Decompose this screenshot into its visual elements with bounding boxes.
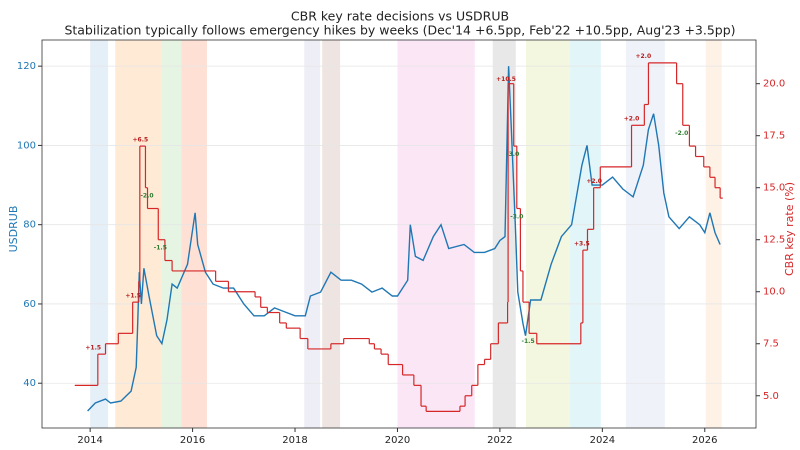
- shaded-span: [397, 40, 475, 428]
- y2-tick-label: 5.0: [763, 391, 779, 402]
- y2-tick-label: 17.5: [763, 131, 785, 142]
- annotation: +3.5: [574, 240, 590, 247]
- y-tick-label: 40: [23, 378, 36, 389]
- shaded-span: [115, 40, 162, 428]
- y-tick-label: 60: [23, 299, 36, 310]
- chart-title: CBR key rate decisions vs USDRUB: [291, 9, 509, 24]
- y2-axis-label: CBR key rate (%): [783, 182, 796, 276]
- annotation: -3.0: [506, 151, 519, 158]
- x-tick-label: 2020: [385, 435, 410, 446]
- y2-tick-label: 10.0: [763, 287, 785, 298]
- annotation: +6.5: [133, 136, 149, 143]
- annotation: -1.5: [522, 338, 535, 345]
- y2-tick-label: 12.5: [763, 235, 785, 246]
- shaded-span: [161, 40, 182, 428]
- annotation: +1.5: [125, 292, 141, 299]
- annotation: -3.0: [510, 213, 523, 220]
- usdrub-line: [87, 66, 721, 412]
- shaded-span: [181, 40, 207, 428]
- x-tick-label: 2026: [692, 435, 717, 446]
- shaded-span: [492, 40, 516, 428]
- y2-tick-label: 15.0: [763, 183, 785, 194]
- annotation: +2.0: [624, 116, 640, 123]
- y-tick-label: 120: [17, 61, 36, 72]
- x-tick-label: 2024: [590, 435, 615, 446]
- annotation: -1.5: [154, 245, 167, 252]
- annotation: +2.0: [635, 53, 651, 60]
- annotation: -2.0: [675, 130, 688, 137]
- shaded-span: [705, 40, 722, 428]
- y-axis-label: USDRUB: [7, 206, 20, 253]
- annotation: -2.0: [140, 193, 153, 200]
- x-tick-label: 2014: [77, 435, 102, 446]
- x-tick-label: 2016: [180, 435, 205, 446]
- x-tick-label: 2018: [282, 435, 307, 446]
- shaded-span: [570, 40, 601, 428]
- y2-tick-label: 7.5: [763, 339, 779, 350]
- annotation: +1.5: [85, 344, 101, 351]
- plot-frame: [41, 39, 757, 429]
- y-tick-label: 100: [17, 140, 36, 151]
- shaded-span: [322, 40, 341, 428]
- shaded-span: [90, 40, 109, 428]
- y-tick-label: 80: [23, 220, 36, 231]
- shaded-span: [625, 40, 665, 428]
- chart-subtitle: Stabilization typically follows emergenc…: [64, 23, 735, 38]
- shaded-span: [304, 40, 321, 428]
- annotation: +10.5: [496, 76, 516, 83]
- y2-tick-label: 20.0: [763, 79, 785, 90]
- x-tick-label: 2022: [487, 435, 512, 446]
- annotation: +2.0: [586, 178, 602, 185]
